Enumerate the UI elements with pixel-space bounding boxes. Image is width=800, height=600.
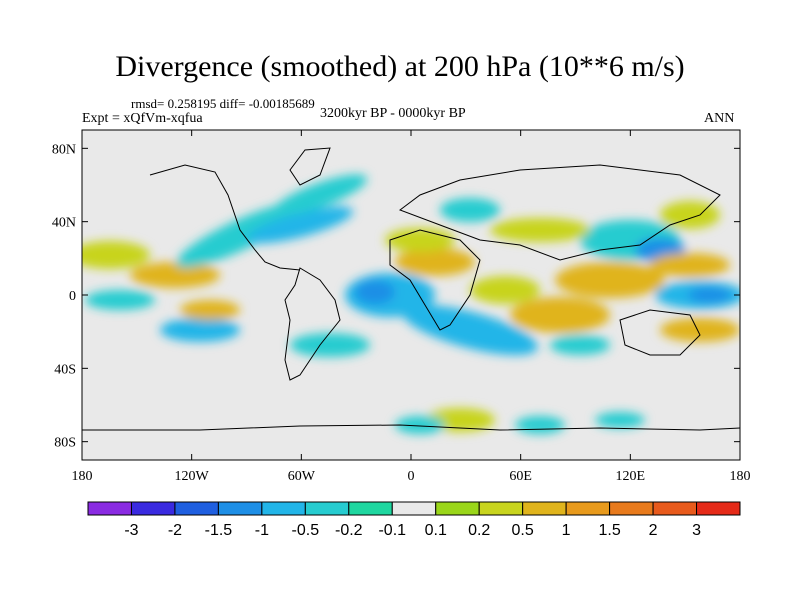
colorbar-swatch bbox=[304, 501, 350, 516]
colorbar-label: 2 bbox=[649, 522, 658, 539]
y-tick-label: 80S bbox=[54, 436, 76, 451]
season-label: ANN bbox=[704, 111, 735, 126]
colorbar-label: -1 bbox=[255, 522, 269, 539]
x-tick-label: 180 bbox=[72, 469, 93, 484]
colorbar-label: 1 bbox=[562, 522, 571, 539]
x-tick-label: 180 bbox=[730, 469, 751, 484]
y-tick-label: 40N bbox=[52, 216, 76, 231]
stats-text: rmsd= 0.258195 diff= -0.00185689 bbox=[131, 96, 315, 111]
colorbar-swatch bbox=[565, 501, 611, 516]
coast-antarctica bbox=[82, 424, 740, 431]
x-tick-label: 0 bbox=[408, 469, 415, 484]
colorbar-label: 0.1 bbox=[425, 522, 447, 539]
x-tick-label: 60W bbox=[288, 469, 316, 484]
colorbar-swatch bbox=[478, 501, 524, 516]
divergence-field bbox=[82, 174, 740, 434]
colorbar-swatch bbox=[217, 501, 263, 516]
map-title: Divergence (smoothed) at 200 hPa (10**6 … bbox=[115, 50, 685, 83]
coast-greenland bbox=[289, 147, 331, 186]
colorbar-label: -3 bbox=[124, 522, 138, 539]
colorbar-label: 1.5 bbox=[598, 522, 620, 539]
coast-north-america bbox=[149, 164, 301, 271]
x-axis: 180 120W 60W 0 60E 120E 180 bbox=[72, 130, 751, 484]
y-axis: 80N 40N 0 40S 80S bbox=[52, 142, 740, 451]
colorbar-swatch bbox=[652, 501, 698, 516]
colorbar-swatch bbox=[130, 501, 176, 516]
colorbar-label: 0.2 bbox=[468, 522, 490, 539]
colorbar-swatch bbox=[522, 501, 567, 516]
coast-eurasia bbox=[398, 164, 721, 261]
y-tick-label: 40S bbox=[54, 362, 76, 377]
colorbar-swatch bbox=[609, 501, 654, 516]
x-tick-label: 120E bbox=[616, 469, 646, 484]
colorbar-swatch bbox=[391, 501, 437, 516]
colorbar: -3 -2 -1.5 -1 -0.5 -0.2 -0.1 0.1 0.2 0.5 1 1.5 2 3 bbox=[87, 501, 741, 539]
colorbar-label: -0.2 bbox=[335, 522, 363, 539]
colorbar-swatch bbox=[435, 501, 480, 516]
colorbar-swatch bbox=[87, 501, 132, 516]
coast-south-america bbox=[284, 267, 341, 381]
colorbar-label: 3 bbox=[692, 522, 701, 539]
colorbar-label: -0.1 bbox=[378, 522, 406, 539]
x-tick-label: 120W bbox=[175, 469, 210, 484]
colorbar-label: -1.5 bbox=[205, 522, 233, 539]
colorbar-label: -0.5 bbox=[292, 522, 320, 539]
experiment-label: Expt = xQfVm-xqfua bbox=[82, 111, 203, 126]
coast-africa bbox=[389, 229, 481, 331]
colorbar-label: -2 bbox=[168, 522, 182, 539]
coast-australia bbox=[619, 309, 701, 356]
x-tick-label: 60E bbox=[509, 469, 532, 484]
colorbar-swatch bbox=[348, 501, 393, 516]
colorbar-swatch bbox=[261, 501, 306, 516]
y-tick-label: 0 bbox=[69, 289, 76, 304]
coastlines bbox=[82, 147, 740, 431]
y-tick-label: 80N bbox=[52, 142, 76, 157]
period-label: 3200kyr BP - 0000kyr BP bbox=[320, 106, 466, 121]
colorbar-swatch bbox=[696, 501, 741, 516]
colorbar-swatch bbox=[174, 501, 219, 516]
colorbar-label: 0.5 bbox=[512, 522, 534, 539]
